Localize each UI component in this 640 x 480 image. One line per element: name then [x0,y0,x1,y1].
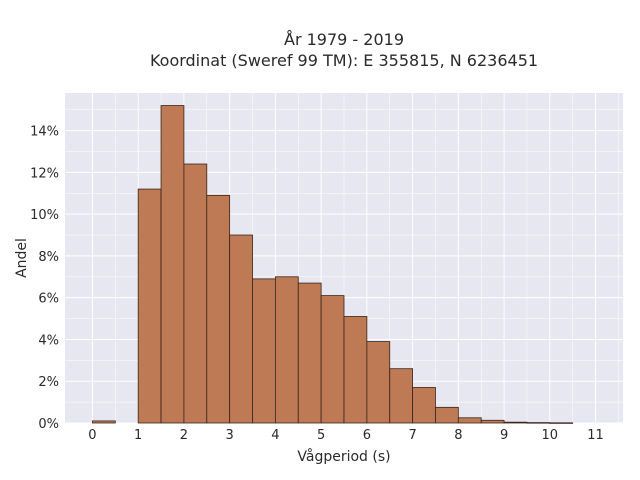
y-tick-label: 0% [38,417,59,432]
x-tick-label: 6 [363,428,371,443]
histogram-bar [480,419,505,424]
histogram-bar [366,341,391,424]
x-tick-label: 7 [408,428,416,443]
histogram-bar [549,422,574,424]
histogram-bar [252,278,276,424]
histogram-bar [206,194,231,424]
histogram-bar [457,417,482,424]
x-tick-label: 11 [587,428,604,443]
y-tick-label: 12% [30,166,59,181]
histogram-bar [229,234,253,424]
x-tick-label: 3 [226,428,234,443]
y-axis-label: Andel [14,238,30,278]
x-tick-label: 8 [454,428,462,443]
histogram-bar [320,295,345,424]
y-tick-label: 8% [38,250,59,265]
histogram-bar [160,105,185,424]
histogram-bar [412,387,436,424]
x-tick-label: 0 [88,428,96,443]
histogram-bar [92,420,116,424]
x-tick-label: 10 [542,428,559,443]
histogram-bar [137,188,162,424]
x-tick-label: 4 [271,428,279,443]
y-tick-label: 2% [38,375,59,390]
y-tick-label: 14% [30,125,59,140]
chart-title: År 1979 - 2019 [284,30,404,49]
y-tick-label: 10% [30,208,59,223]
histogram-bar [183,163,208,424]
histogram-bar [435,406,459,424]
x-tick-label: 5 [317,428,325,443]
x-axis-label: Vågperiod (s) [297,448,390,465]
x-tick-label: 9 [500,428,508,443]
chart-subtitle: Koordinat (Sweref 99 TM): E 355815, N 62… [150,51,538,70]
y-tick-label: 6% [38,292,59,307]
histogram-bar [297,282,322,424]
histogram-bar [343,316,368,424]
x-tick-label: 2 [180,428,188,443]
histogram-bar [503,421,528,424]
bars [92,105,574,424]
y-axis-ticks: 0% 2% 4% 6% 8% 10% 12% 14% [30,125,59,432]
x-axis-ticks: 0 1 2 3 4 5 6 7 8 9 10 11 [88,428,604,443]
histogram-bar [526,422,551,424]
histogram-bar [389,368,414,424]
x-tick-label: 1 [134,428,142,443]
y-tick-label: 4% [38,333,59,348]
histogram-bar [274,276,299,424]
